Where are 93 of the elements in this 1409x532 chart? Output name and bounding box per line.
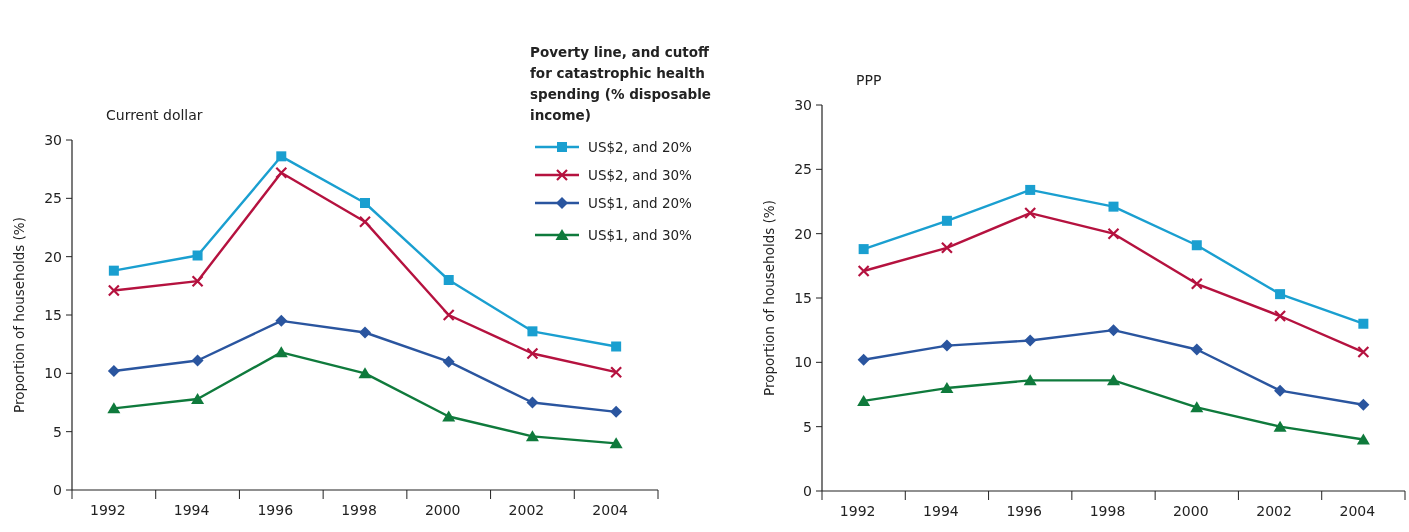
point: [611, 341, 622, 352]
point: [275, 314, 288, 327]
point: [857, 264, 870, 278]
y-tick-label: 10: [44, 365, 62, 382]
point: [526, 347, 539, 360]
point: [443, 275, 454, 285]
point: [191, 275, 204, 288]
point: [858, 244, 869, 255]
point: [609, 437, 623, 449]
y-axis-title: Proportion of households (%): [761, 200, 777, 396]
y-tick-label: 25: [794, 161, 812, 178]
legend-label: US$1, and 20%: [588, 194, 693, 211]
point: [1108, 201, 1119, 212]
point: [274, 346, 288, 358]
y-axis-title: Proportion of households (%): [11, 217, 27, 413]
legend-title: Poverty line, and cutoff for catastrophic health spending (% disposable income): [530, 44, 711, 123]
point: [191, 393, 205, 404]
point: [442, 355, 455, 368]
point: [941, 215, 952, 226]
y-tick-label: 20: [794, 225, 812, 242]
chart-title: Current dollar: [106, 107, 203, 123]
point: [442, 410, 456, 422]
x-tick-label: 2002: [1256, 503, 1292, 519]
point: [1107, 374, 1120, 386]
point: [1107, 227, 1120, 240]
point: [1025, 184, 1036, 195]
y-tick-label: 0: [803, 482, 812, 499]
point: [191, 354, 204, 367]
point: [1357, 345, 1370, 359]
point: [1273, 420, 1287, 432]
point: [107, 402, 121, 414]
y-tick-label: 15: [794, 289, 812, 306]
point: [107, 284, 120, 297]
y-tick-label: 30: [44, 131, 62, 148]
y-tick-label: 10: [794, 354, 812, 371]
x-tick-label: 2004: [592, 502, 629, 518]
point: [1190, 401, 1204, 413]
point: [526, 396, 539, 409]
x-tick-label: 1994: [923, 503, 959, 519]
point: [940, 382, 954, 394]
x-tick-label: 2000: [1172, 503, 1209, 519]
point: [192, 250, 203, 261]
point: [940, 339, 953, 352]
point: [527, 326, 538, 337]
point: [1107, 324, 1120, 337]
point: [359, 326, 371, 339]
point: [1024, 206, 1037, 220]
point: [1024, 334, 1037, 347]
point: [275, 166, 288, 179]
x-tick-label: 1996: [1006, 503, 1043, 519]
point: [358, 367, 372, 379]
point: [1273, 309, 1287, 323]
point: [610, 366, 623, 379]
y-tick-label: 0: [53, 481, 62, 498]
point: [1356, 433, 1370, 445]
point: [442, 308, 455, 322]
x-tick-label: 1992: [90, 502, 126, 518]
point: [1023, 374, 1037, 386]
point: [107, 365, 120, 377]
x-tick-label: 1996: [257, 502, 294, 518]
point: [525, 430, 539, 442]
point: [276, 151, 287, 162]
point: [1357, 398, 1370, 411]
point: [1190, 343, 1203, 356]
y-tick-label: 30: [794, 96, 812, 113]
y-tick-label: 15: [44, 306, 62, 323]
x-tick-label: 1998: [341, 502, 377, 518]
y-tick-label: 20: [44, 248, 62, 265]
point: [940, 241, 954, 254]
point: [610, 405, 623, 418]
legend-label: US$2, and 30%: [588, 166, 693, 183]
point: [108, 265, 119, 276]
x-tick-label: 2004: [1339, 503, 1376, 519]
x-tick-label: 2002: [508, 502, 545, 518]
legend-label: US$1, and 30%: [588, 226, 693, 243]
y-tick-label: 5: [53, 423, 62, 440]
point: [360, 198, 370, 208]
x-tick-label: 1998: [1089, 503, 1126, 519]
point: [857, 394, 871, 406]
point: [1358, 318, 1369, 329]
point: [358, 215, 372, 228]
point: [857, 353, 870, 366]
point: [1190, 277, 1203, 290]
legend-label: US$2, and 20%: [588, 138, 693, 155]
x-tick-label: 2000: [424, 502, 461, 518]
point: [1274, 384, 1287, 397]
y-tick-label: 25: [44, 190, 62, 207]
chart-title: PPP: [856, 72, 882, 88]
x-tick-label: 1992: [839, 503, 876, 519]
x-tick-label: 1994: [173, 502, 210, 518]
point: [1275, 289, 1286, 300]
y-tick-label: 5: [803, 418, 812, 435]
point: [1191, 240, 1202, 251]
